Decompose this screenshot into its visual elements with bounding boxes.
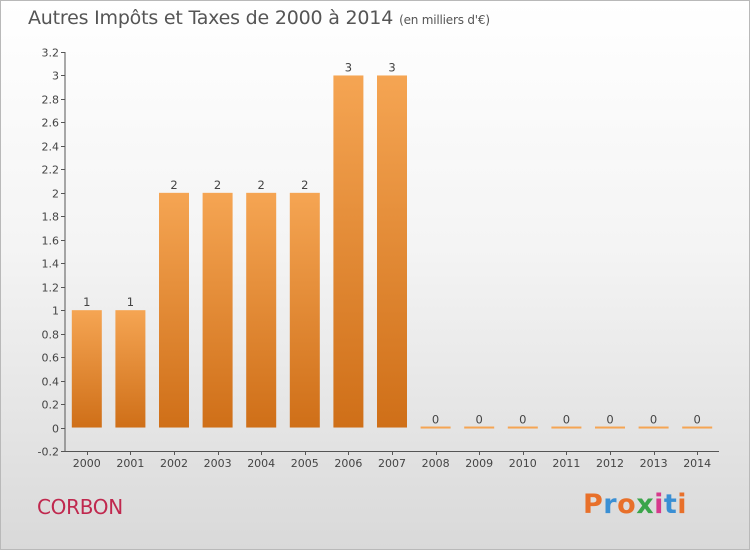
commune-name: CORBON xyxy=(37,495,123,519)
y-tick-label: 3.2 xyxy=(42,47,60,60)
bar-2003 xyxy=(202,192,233,428)
y-tick-label: 0.6 xyxy=(42,352,60,365)
data-label-2013: 0 xyxy=(650,413,657,427)
bar-2011 xyxy=(551,426,582,429)
x-tick-label: 2003 xyxy=(204,457,232,470)
brand-letter: x xyxy=(636,489,655,520)
brand-letter: i xyxy=(677,489,688,520)
y-tick-label: 3 xyxy=(52,70,59,83)
brand-logo: Proxiti xyxy=(583,489,687,520)
data-label-2007: 3 xyxy=(388,60,395,74)
bar-2014 xyxy=(682,426,713,429)
bar-2012 xyxy=(595,426,625,429)
y-tick-label: 2 xyxy=(52,188,59,201)
data-labels: 1 1 2 2 2 2 3 3 0 0 0 0 0 0 0 xyxy=(83,60,701,426)
data-label-2011: 0 xyxy=(563,413,570,427)
x-tick-label: 2004 xyxy=(247,457,275,470)
brand-letter: i xyxy=(654,489,664,520)
y-tick-label: 2.8 xyxy=(42,94,60,107)
bar-2010 xyxy=(507,426,538,429)
y-tick-label: 1.4 xyxy=(42,258,60,271)
x-tick-label: 2010 xyxy=(509,457,537,470)
x-tick-label: 2012 xyxy=(596,457,624,470)
x-tick-label: 2005 xyxy=(291,457,319,470)
bar-2004 xyxy=(246,192,277,428)
y-tick-label: 2.6 xyxy=(42,117,60,130)
data-label-2009: 0 xyxy=(476,413,483,427)
y-tick-label: 2.2 xyxy=(42,164,60,177)
x-tick-label: 2008 xyxy=(422,457,450,470)
x-tick-label: 2007 xyxy=(378,457,406,470)
brand-letter: r xyxy=(603,489,618,520)
chart-title: Autres Impôts et Taxes de 2000 à 2014 (en… xyxy=(28,7,490,29)
brand-letter: P xyxy=(583,489,604,520)
y-tick-label: 0.8 xyxy=(42,329,60,342)
y-tick-label: -0.2 xyxy=(38,446,59,459)
y-axis: -0.2 0 0.2 0.4 0.6 0.8 1 1.2 1.4 1.6 1.8 2 2.2 2.4 2.6… xyxy=(38,47,66,459)
x-tick-label: 2014 xyxy=(683,457,711,470)
x-tick-label: 2002 xyxy=(160,457,188,470)
y-tick-label: 1.8 xyxy=(42,211,60,224)
data-label-2001: 1 xyxy=(127,295,134,309)
x-tick-label: 2013 xyxy=(640,457,668,470)
x-tick-label: 2006 xyxy=(334,457,362,470)
data-label-2005: 2 xyxy=(301,178,308,192)
brand-letter: o xyxy=(617,489,637,520)
y-tick-label: 1.2 xyxy=(42,282,60,295)
x-tick-label: 2009 xyxy=(465,457,493,470)
bar-2000 xyxy=(71,310,102,428)
bar-2001 xyxy=(115,310,146,428)
y-tick-label: 1.6 xyxy=(42,235,60,248)
bar-2007 xyxy=(377,75,407,428)
bar-2013 xyxy=(638,426,669,429)
data-label-2014: 0 xyxy=(694,413,701,427)
x-tick-label: 2001 xyxy=(116,457,144,470)
bar-2006 xyxy=(333,75,364,428)
bar-2002 xyxy=(159,192,189,428)
data-label-2010: 0 xyxy=(519,413,526,427)
bar-2009 xyxy=(464,426,495,429)
data-label-2008: 0 xyxy=(432,413,439,427)
data-label-2002: 2 xyxy=(170,178,177,192)
brand-letter: t xyxy=(663,489,678,520)
data-label-2003: 2 xyxy=(214,178,221,192)
chart-title-text: Autres Impôts et Taxes de 2000 à 2014 xyxy=(28,7,394,29)
y-tick-label: 1 xyxy=(52,305,59,318)
chart-unit-label: (en milliers d'€) xyxy=(399,13,490,27)
bars xyxy=(71,75,713,429)
y-tick-label: 0.2 xyxy=(42,399,60,412)
y-tick-label: 0 xyxy=(52,423,59,436)
data-label-2000: 1 xyxy=(83,295,90,309)
y-tick-label: 0.4 xyxy=(42,376,60,389)
x-tick-label: 2000 xyxy=(73,457,101,470)
bar-2008 xyxy=(420,426,451,429)
data-label-2006: 3 xyxy=(345,60,352,74)
data-label-2012: 0 xyxy=(606,413,613,427)
x-tick-label: 2011 xyxy=(552,457,580,470)
x-axis: 2000 2001 2002 2003 2004 2005 2006 2007 2008 2009… xyxy=(65,451,719,470)
bar-2005 xyxy=(289,192,320,428)
data-label-2004: 2 xyxy=(258,178,265,192)
y-tick-label: 2.4 xyxy=(42,141,60,154)
